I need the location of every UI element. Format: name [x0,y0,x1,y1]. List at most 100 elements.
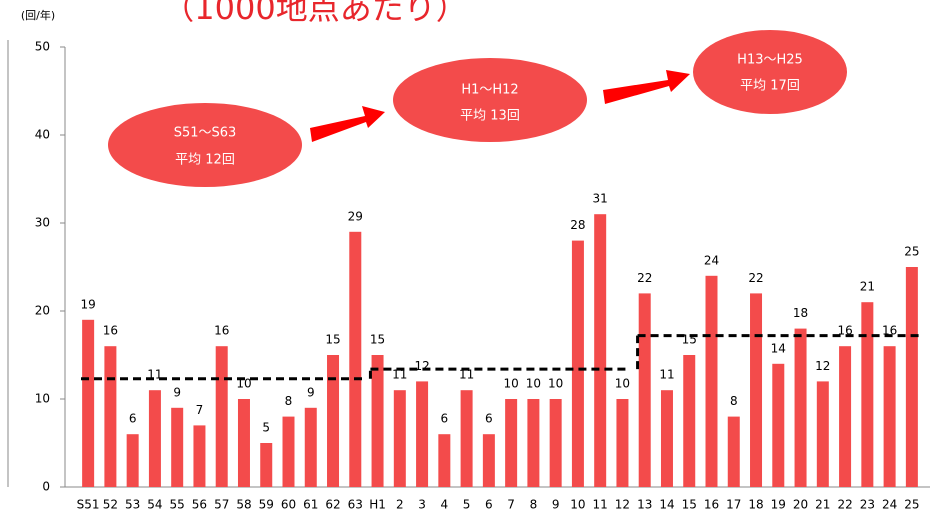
x-tick-label: 7 [507,498,515,512]
data-label: 28 [570,218,585,232]
x-tick-label: 5 [463,498,471,512]
data-label: 31 [593,192,608,206]
x-tick-label: 6 [485,498,493,512]
annotation-oval [108,103,302,187]
annotation-texts: S51～S63 平均 12回 H1～H12 平均 13回 H13～H25 平均 … [174,53,803,168]
bar [816,381,829,487]
x-tick-label: 17 [726,498,741,512]
x-tick-label: 57 [214,498,229,512]
annotation-line: 平均 12回 [175,153,235,168]
x-tick-label: 55 [170,498,185,512]
x-tick-label: 4 [441,498,449,512]
data-label: 10 [548,377,563,391]
bar [772,363,785,487]
y-tick-label: 10 [35,392,50,406]
data-label: 6 [441,412,449,426]
bar [237,399,250,487]
data-label: 11 [659,368,674,382]
bar [171,407,184,487]
data-label: 8 [730,394,738,408]
bar [683,355,696,487]
bar [126,434,139,487]
data-label: 8 [285,394,293,408]
data-label: 7 [196,403,204,417]
bar [549,399,562,487]
data-label: 10 [526,377,541,391]
bar [260,443,273,487]
data-label: 18 [793,306,808,320]
x-tick-label: 60 [281,498,296,512]
x-tick-label: 58 [236,498,251,512]
x-tick-label: 24 [882,498,897,512]
x-tick-label: 23 [860,498,875,512]
bar [660,390,673,487]
data-label: 21 [860,280,875,294]
x-tick-label: 63 [348,498,363,512]
x-tick-label: 18 [748,498,763,512]
y-axis-label: (回/年) [21,8,55,22]
x-tick-label: 12 [615,498,630,512]
bar [416,381,429,487]
arrow [310,106,385,142]
x-tick-label: 3 [418,498,426,512]
x-tick-label: 20 [793,498,808,512]
data-label: 22 [748,271,763,285]
y-tick-label: 20 [35,304,50,318]
x-tick-label: 10 [570,498,585,512]
data-label: 16 [103,324,118,338]
annotation-line: S51～S63 [174,126,237,141]
bar [505,399,518,487]
bar [438,434,451,487]
bar [460,390,473,487]
annotation-line: 平均 13回 [460,109,520,124]
x-tick-label: 59 [259,498,274,512]
data-label: 5 [262,421,270,435]
data-label: 10 [503,377,518,391]
bar [638,293,651,487]
bar [215,346,228,487]
data-label: 15 [370,333,385,347]
bar [727,416,740,487]
data-label: 16 [214,324,229,338]
x-tick-label: 21 [815,498,830,512]
data-label: 10 [615,377,630,391]
x-tick-label: 19 [771,498,786,512]
bar [327,355,340,487]
bar [571,240,584,487]
x-tick-label: 13 [637,498,652,512]
annotation-oval [693,30,847,114]
data-label: 12 [815,359,830,373]
bar [750,293,763,487]
data-label: 22 [637,271,652,285]
data-label: 9 [173,385,181,399]
bar [527,399,540,487]
annotation-oval [393,58,587,142]
data-label: 24 [704,253,719,267]
x-tick-label: S51 [77,498,100,512]
x-tick-label: 56 [192,498,207,512]
bar [193,425,206,487]
bar [304,407,317,487]
x-tick-label: H1 [369,498,386,512]
x-tick-label: 61 [303,498,318,512]
bar [349,231,362,487]
bar [104,346,117,487]
bar [705,275,718,487]
bar [393,390,406,487]
bar [482,434,495,487]
x-tick-label: 25 [904,498,919,512]
bar [148,390,161,487]
bar [282,416,295,487]
x-tick-label: 8 [530,498,538,512]
y-tick-label: 0 [42,480,50,494]
annotation-line: H1～H12 [461,83,518,98]
data-label: 11 [459,368,474,382]
data-label: 6 [129,412,137,426]
x-tick-label: 15 [682,498,697,512]
x-tick-label: 9 [552,498,560,512]
bar [616,399,629,487]
x-tick-label: 14 [659,498,674,512]
bar [371,355,384,487]
data-label: 12 [414,359,429,373]
